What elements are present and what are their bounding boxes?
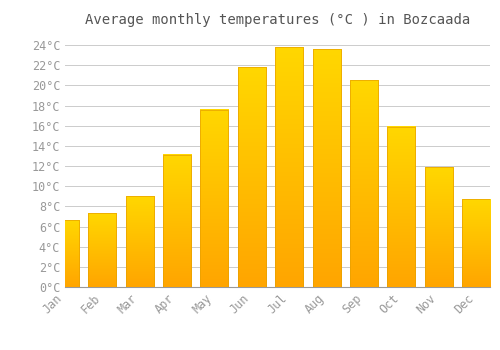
Bar bbox=[388, 127, 415, 287]
Bar bbox=[88, 214, 117, 287]
Bar bbox=[51, 220, 79, 287]
Title: Average monthly temperatures (°C ) in Bozcaada: Average monthly temperatures (°C ) in Bo… bbox=[85, 13, 470, 27]
Bar bbox=[238, 67, 266, 287]
Bar bbox=[350, 80, 378, 287]
Bar bbox=[312, 49, 340, 287]
Bar bbox=[200, 110, 228, 287]
Bar bbox=[275, 47, 303, 287]
Bar bbox=[163, 155, 191, 287]
Bar bbox=[462, 199, 490, 287]
Bar bbox=[424, 167, 452, 287]
Bar bbox=[126, 196, 154, 287]
